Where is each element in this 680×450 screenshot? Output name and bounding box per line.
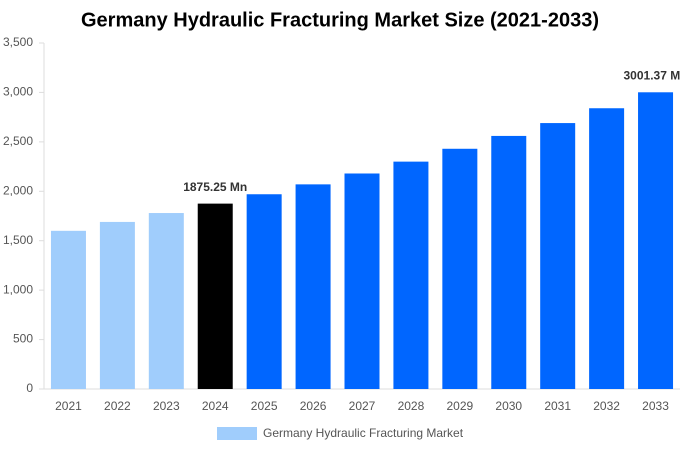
- bar: [295, 184, 331, 389]
- y-tick-label: 3,000: [3, 85, 33, 99]
- x-tick-label: 2030: [495, 399, 522, 413]
- bar: [99, 221, 135, 389]
- bar: [491, 135, 527, 389]
- x-tick-label: 2023: [153, 399, 180, 413]
- x-tick-label: 2031: [544, 399, 571, 413]
- x-tick-label: 2025: [251, 399, 278, 413]
- y-tick-label: 2,000: [3, 183, 33, 197]
- y-tick-label: 1,000: [3, 282, 33, 296]
- y-tick-label: 3,500: [3, 35, 33, 49]
- x-tick-label: 2024: [202, 399, 229, 413]
- bar: [540, 123, 576, 390]
- bar: [246, 194, 282, 389]
- y-tick-label: 2,500: [3, 134, 33, 148]
- x-tick-label: 2027: [349, 399, 376, 413]
- x-tick-label: 2033: [642, 399, 669, 413]
- x-tick-label: 2028: [398, 399, 425, 413]
- bar: [148, 213, 184, 389]
- chart-title: Germany Hydraulic Fracturing Market Size…: [81, 9, 599, 31]
- bar: [344, 173, 380, 389]
- data-label: 3001.37 Mn: [624, 68, 680, 82]
- x-tick-label: 2022: [104, 399, 131, 413]
- bar: [638, 92, 674, 389]
- bar: [393, 161, 429, 389]
- bar: [442, 148, 478, 389]
- y-tick-label: 1,500: [3, 233, 33, 247]
- legend-swatch: [217, 427, 257, 440]
- x-tick-label: 2029: [446, 399, 473, 413]
- y-tick-label: 500: [13, 332, 33, 346]
- bar: [50, 230, 86, 389]
- bar: [589, 108, 625, 389]
- x-tick-label: 2021: [55, 399, 82, 413]
- bar: [197, 203, 233, 389]
- x-tick-label: 2032: [593, 399, 620, 413]
- y-tick-label: 0: [26, 381, 33, 395]
- data-label: 1875.25 Mn: [183, 180, 247, 194]
- x-tick-label: 2026: [300, 399, 327, 413]
- legend-label: Germany Hydraulic Fracturing Market: [263, 426, 464, 440]
